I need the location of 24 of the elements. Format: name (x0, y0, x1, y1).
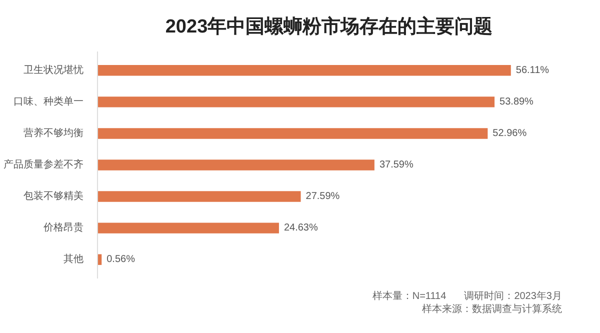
bar (98, 160, 374, 170)
data-label: 53.89% (500, 96, 534, 108)
y-tick-label: 口味、种类单一 (14, 95, 84, 108)
text: 样本量：N=1114 (372, 291, 446, 302)
y-tick-label: 价格昂贵 (42, 222, 84, 234)
data-label: 24.63% (284, 222, 318, 234)
bar (98, 96, 495, 108)
bar (98, 191, 301, 202)
y-tick-label: 卫生状况堪忧 (24, 64, 84, 76)
data-label: 0.56% (106, 254, 136, 266)
chart-title: 2023年中国螺蛳粉市场存在的主要问题 (165, 16, 493, 38)
y-tick-label: 产品质量参差不齐 (4, 158, 84, 170)
data-label: 52.96% (492, 128, 527, 139)
data-label: 37.59% (379, 160, 414, 170)
y-tick-label: 包装不够精美 (24, 190, 84, 202)
bar (98, 65, 511, 76)
data-label: 56.11% (516, 64, 550, 76)
text: 调研时间：2023年3月 (464, 291, 562, 302)
bar (98, 222, 279, 234)
y-tick-label: 营养不够均衡 (24, 126, 84, 139)
text: 样本来源：数据调查与计算系统 (422, 304, 562, 315)
bar (98, 128, 488, 139)
data-label: 27.59% (306, 191, 340, 202)
y-tick-label: 其他 (64, 253, 84, 266)
